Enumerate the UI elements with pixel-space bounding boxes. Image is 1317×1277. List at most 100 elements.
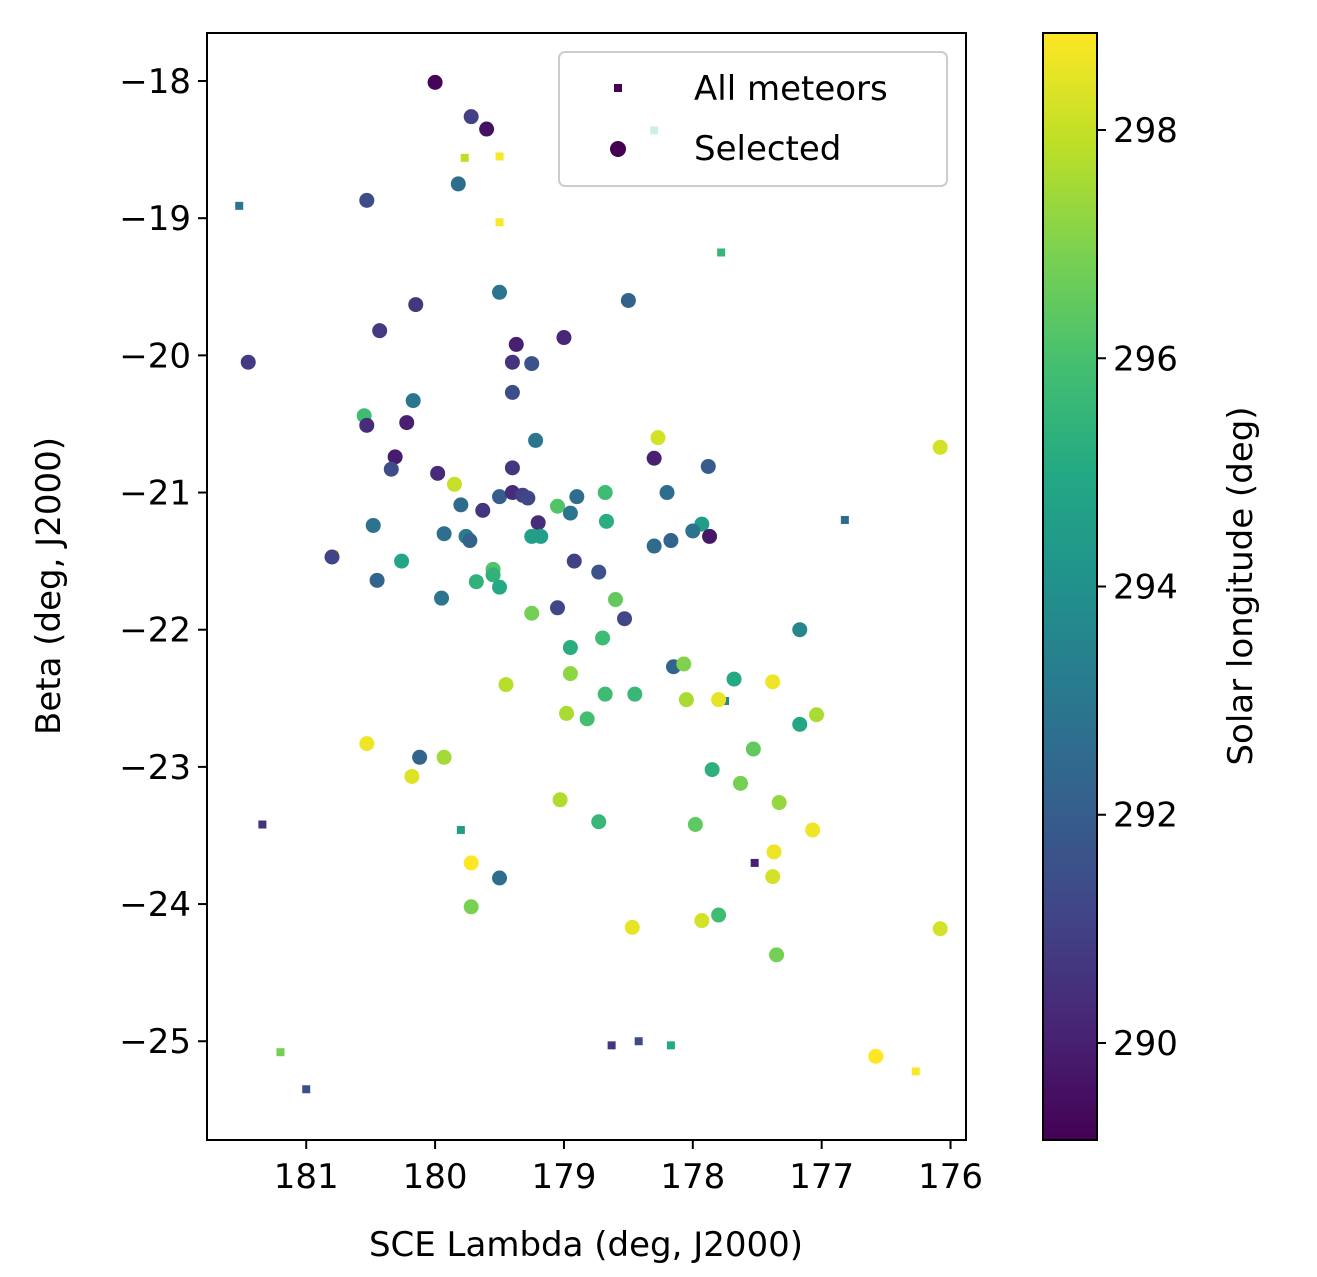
legend-box xyxy=(558,51,948,187)
x-tick-label: 180 xyxy=(403,1157,468,1197)
selected-point xyxy=(620,292,636,308)
plot-area xyxy=(207,33,966,1140)
x-axis-ticks: 181 180 179 178 177 176 xyxy=(274,1140,983,1197)
selected-point xyxy=(468,574,484,590)
selected-point xyxy=(485,567,501,583)
selected-point xyxy=(711,692,727,708)
selected-point xyxy=(492,284,508,300)
selected-point xyxy=(528,432,544,448)
selected-point xyxy=(624,919,640,935)
selected-point xyxy=(324,549,340,565)
selected-point xyxy=(408,297,424,313)
selected-point xyxy=(659,485,675,501)
selected-point xyxy=(559,705,575,721)
selected-point xyxy=(436,749,452,765)
selected-point xyxy=(504,460,520,476)
all-meteors-point xyxy=(634,1037,643,1046)
selected-point xyxy=(932,921,948,937)
selected-point xyxy=(446,476,462,492)
x-tick-label: 179 xyxy=(531,1157,596,1197)
selected-point xyxy=(676,656,692,672)
selected-point xyxy=(383,461,399,477)
legend-label-all-meteors: All meteors xyxy=(694,69,888,109)
y-tick-label: −21 xyxy=(119,474,191,514)
selected-point xyxy=(766,844,782,860)
selected-point xyxy=(520,490,536,506)
selected-point xyxy=(663,533,679,549)
selected-point xyxy=(498,677,514,693)
x-tick-label: 176 xyxy=(918,1157,983,1197)
selected-point xyxy=(533,528,549,544)
selected-point xyxy=(479,121,495,137)
selected-point xyxy=(453,497,469,513)
selected-point xyxy=(359,736,375,752)
selected-point xyxy=(868,1048,884,1064)
selected-point xyxy=(805,822,821,838)
all-meteors-point xyxy=(302,1085,311,1094)
all-meteors-point xyxy=(495,218,504,227)
selected-point xyxy=(597,686,613,702)
colorbar-tick-label: 296 xyxy=(1113,339,1178,379)
selected-point xyxy=(646,538,662,554)
selected-point xyxy=(562,640,578,656)
all-meteors-point xyxy=(460,153,469,162)
y-tick-label: −22 xyxy=(119,611,191,651)
selected-point xyxy=(394,553,410,569)
colorbar-tick-label: 298 xyxy=(1113,111,1178,151)
selected-point xyxy=(591,564,607,580)
all-meteors-point xyxy=(276,1048,285,1057)
selected-point xyxy=(504,354,520,370)
selected-point xyxy=(732,775,748,791)
selected-point xyxy=(450,176,466,192)
legend-marker-all-meteors xyxy=(614,84,622,92)
selected-point xyxy=(463,899,479,915)
selected-point xyxy=(792,622,808,638)
selected-point xyxy=(769,947,785,963)
selected-point xyxy=(566,553,582,569)
scatter-points xyxy=(235,74,948,1094)
y-axis-label: Beta (deg, J2000) xyxy=(29,437,69,735)
selected-point xyxy=(595,630,611,646)
selected-point xyxy=(598,513,614,529)
colorbar-tick-label: 294 xyxy=(1113,568,1178,608)
selected-point xyxy=(617,611,633,627)
selected-point xyxy=(430,465,446,481)
selected-point xyxy=(463,855,479,871)
selected-point xyxy=(646,450,662,466)
selected-point xyxy=(809,707,825,723)
selected-point xyxy=(597,485,613,501)
y-tick-label: −20 xyxy=(119,336,191,376)
all-meteors-point xyxy=(235,201,244,210)
legend: All meteors Selected xyxy=(558,51,948,187)
selected-point xyxy=(462,533,478,549)
selected-point xyxy=(508,336,524,352)
selected-point xyxy=(562,505,578,521)
selected-point xyxy=(434,590,450,606)
selected-point xyxy=(702,528,718,544)
selected-point xyxy=(771,795,787,811)
selected-point xyxy=(492,870,508,886)
selected-point xyxy=(404,768,420,784)
plot-frame xyxy=(206,32,967,1141)
selected-point xyxy=(687,816,703,832)
selected-point xyxy=(365,517,381,533)
colorbar-label: Solar longitude (deg) xyxy=(1221,406,1261,765)
selected-point xyxy=(556,330,572,346)
selected-point xyxy=(504,384,520,400)
colorbar-tick-label: 290 xyxy=(1113,1024,1178,1064)
x-axis-label: SCE Lambda (deg, J2000) xyxy=(369,1225,803,1265)
selected-point xyxy=(678,692,694,708)
selected-point xyxy=(591,814,607,830)
all-meteors-point xyxy=(840,515,849,524)
selected-point xyxy=(550,498,566,514)
selected-point xyxy=(579,711,595,727)
selected-point xyxy=(240,354,256,370)
selected-point xyxy=(932,439,948,455)
all-meteors-point xyxy=(911,1067,920,1076)
x-tick-label: 177 xyxy=(789,1157,854,1197)
all-meteors-point xyxy=(456,825,465,834)
all-meteors-point xyxy=(750,858,759,867)
selected-point xyxy=(524,356,540,372)
selected-point xyxy=(765,674,781,690)
selected-point xyxy=(405,393,421,409)
